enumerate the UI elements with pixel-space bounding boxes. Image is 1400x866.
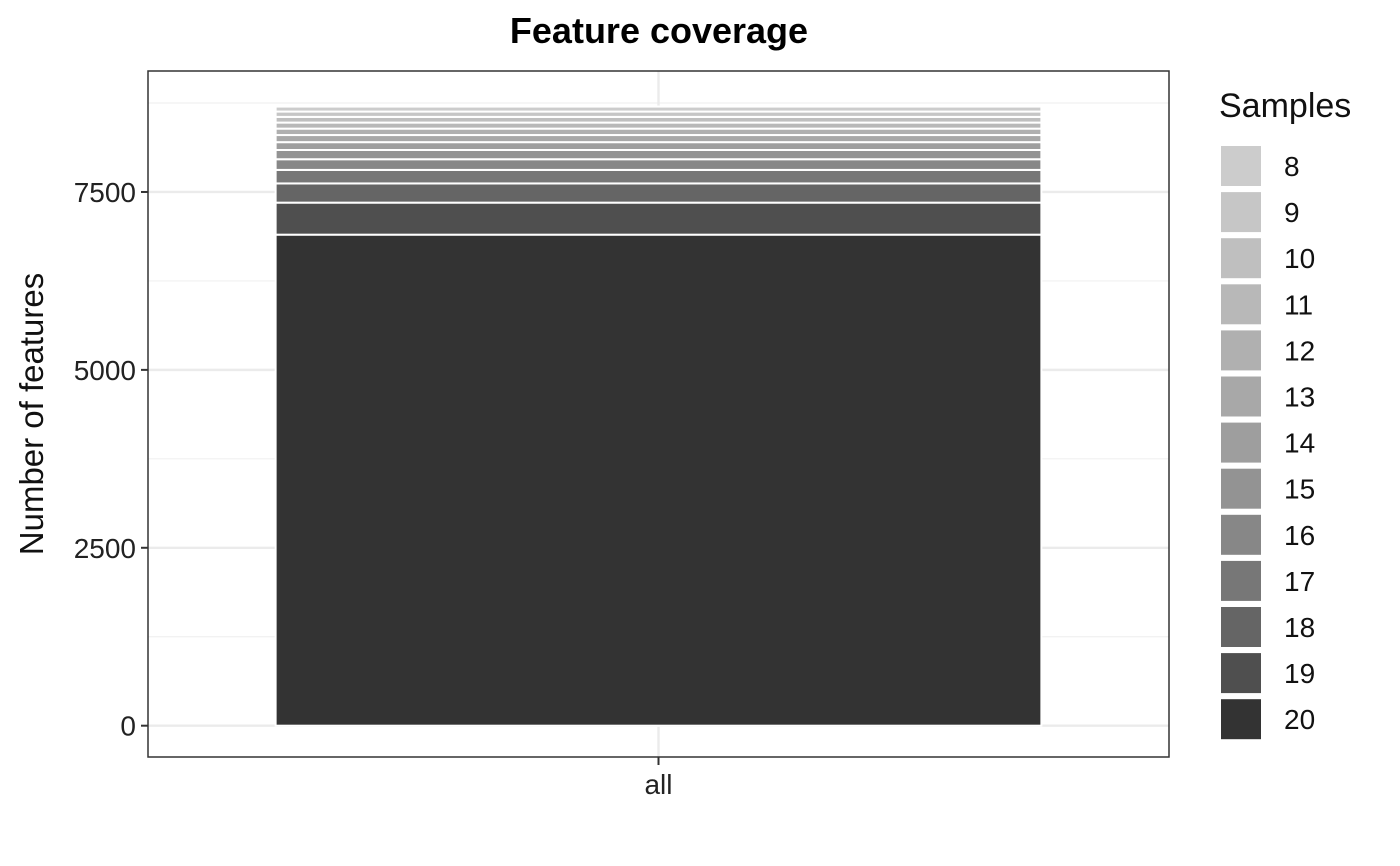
y-axis-title: Number of features [13, 273, 50, 555]
legend-key-20 [1221, 699, 1261, 740]
y-tick-label: 7500 [74, 177, 136, 208]
legend-label-17: 17 [1284, 566, 1315, 597]
y-tick-label: 5000 [74, 355, 136, 386]
legend-key-9 [1221, 192, 1261, 233]
legend-key-8 [1221, 146, 1261, 186]
legend-label-8: 8 [1284, 151, 1300, 182]
plot-panel [147, 70, 1170, 758]
chart-title: Feature coverage [510, 10, 808, 51]
legend-label-12: 12 [1284, 335, 1315, 366]
legend-label-16: 16 [1284, 520, 1315, 551]
x-tick-label: all [644, 769, 672, 800]
legend-label-18: 18 [1284, 612, 1315, 643]
legend-key-10 [1221, 238, 1261, 279]
legend: Samples 8 9 10 11 12 13 14 15 16 17 18 19 20 [1219, 87, 1351, 740]
legend-key-16 [1221, 514, 1261, 555]
legend-label-19: 19 [1284, 658, 1315, 689]
legend-key-12 [1221, 330, 1261, 371]
legend-label-15: 15 [1284, 474, 1315, 505]
bar-segment-samples-16 [274, 158, 1043, 171]
legend-label-14: 14 [1284, 428, 1315, 459]
bar-segment-samples-8 [274, 105, 1043, 113]
legend-title: Samples [1219, 87, 1351, 125]
legend-key-19 [1221, 653, 1261, 694]
bar-segment-samples-17 [274, 168, 1043, 185]
legend-key-18 [1221, 607, 1261, 647]
y-tick-label: 2500 [74, 533, 136, 564]
legend-key-11 [1221, 284, 1261, 325]
bar-segment-samples-19 [274, 201, 1043, 236]
legend-label-13: 13 [1284, 382, 1315, 413]
y-tick-label: 0 [120, 711, 136, 742]
bar-segment-samples-20 [274, 233, 1043, 727]
bar-segment-samples-15 [274, 148, 1043, 161]
legend-items: 8 9 10 11 12 13 14 15 16 17 18 19 20 [1221, 146, 1315, 740]
x-axis: all [644, 757, 673, 800]
legend-label-20: 20 [1284, 704, 1315, 735]
bar-segment-samples-13 [274, 134, 1043, 144]
legend-key-17 [1221, 560, 1261, 601]
y-axis: 0 2500 5000 7500 [74, 177, 148, 742]
legend-label-10: 10 [1284, 243, 1315, 274]
legend-label-9: 9 [1284, 197, 1300, 228]
legend-key-15 [1221, 468, 1261, 509]
legend-key-14 [1221, 422, 1261, 463]
stacked-bar [274, 105, 1043, 727]
bar-segment-samples-14 [274, 141, 1043, 151]
legend-label-11: 11 [1284, 289, 1313, 320]
legend-key-13 [1221, 376, 1261, 417]
bar-segment-samples-18 [274, 182, 1043, 204]
